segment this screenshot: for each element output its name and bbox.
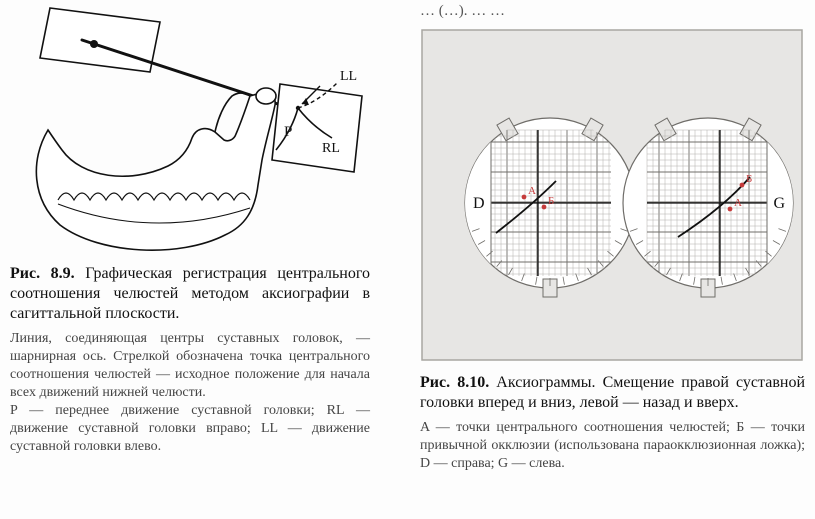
figure-8-9-svg: LL P RL: [10, 0, 370, 260]
svg-text:Б: Б: [746, 173, 752, 185]
figure-8-10-legend: A — точки центрального соотношения челюс…: [420, 419, 805, 473]
svg-text:А: А: [528, 185, 536, 197]
right-column: АБDАБG Рис. 8.10. Аксиограммы. Смещение …: [420, 0, 805, 519]
figure-8-10-number: Рис. 8.10.: [420, 374, 489, 391]
figure-8-9: LL P RL: [10, 0, 370, 260]
svg-text:RL: RL: [322, 141, 340, 156]
figure-8-10: АБDАБG: [420, 28, 805, 363]
figure-8-10-svg: АБDАБG: [420, 28, 805, 363]
left-column: LL P RL Рис. 8.9. Графическая регистрация …: [10, 0, 370, 519]
figure-8-9-number: Рис. 8.9.: [10, 265, 75, 282]
figure-8-9-caption: Рис. 8.9. Графическая регистрация центра…: [10, 264, 370, 324]
svg-text:А: А: [734, 197, 742, 209]
figure-8-10-caption: Рис. 8.10. Аксиограммы. Смещение правой …: [420, 373, 805, 413]
svg-text:D: D: [473, 195, 485, 212]
figure-8-9-legend: Линия, соединяющая центры суставных голо…: [10, 330, 370, 456]
svg-text:G: G: [773, 195, 785, 212]
svg-text:LL: LL: [340, 69, 357, 84]
svg-text:P: P: [284, 124, 292, 140]
page: … (…). … … LLPRL Рис. 8.9. Графическая р…: [0, 0, 815, 519]
svg-text:Б: Б: [548, 195, 554, 207]
